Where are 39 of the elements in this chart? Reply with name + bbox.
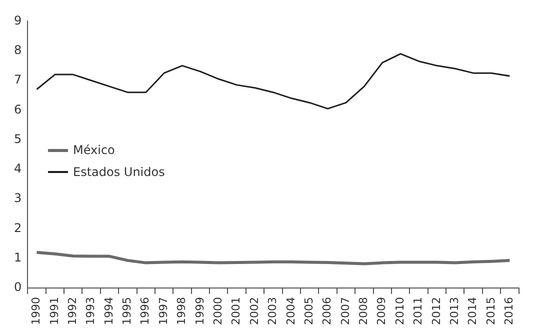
y-tick-label: 8 [14, 42, 22, 57]
x-tick-label: 1990 [30, 297, 43, 326]
x-tick-label: 2014 [466, 297, 480, 326]
y-tick-label: 1 [14, 250, 22, 264]
x-tick-label: 2003 [266, 297, 280, 326]
x-tick-label: 2002 [248, 297, 261, 326]
x-tick-label: 1992 [66, 297, 79, 326]
x-tick-label: 1993 [84, 297, 98, 326]
x-tick-label: 1996 [138, 297, 152, 326]
x-tick-label: 2004 [284, 297, 298, 326]
y-tick-label: 0 [14, 280, 22, 294]
x-tick-label: 2013 [448, 297, 461, 326]
x-tick-label: 1998 [175, 297, 188, 326]
x-tick-label: 2010 [393, 297, 406, 326]
x-tick-label: 2001 [230, 297, 243, 326]
x-tick-label: 2006 [320, 297, 334, 326]
y-tick-label: 9 [14, 13, 22, 28]
x-tick-label: 2012 [430, 297, 443, 326]
x-tick-label: 2009 [375, 297, 388, 326]
y-tick-label: 2 [14, 220, 22, 235]
x-tick-label: 2008 [357, 297, 370, 326]
x-tick-label: 1991 [48, 297, 61, 326]
x-tick-label: 1995 [120, 297, 134, 326]
x-tick-label: 2015 [484, 297, 498, 326]
x-tick-label: 2000 [211, 297, 224, 326]
y-tick-label: 5 [14, 132, 22, 146]
legend-label: México [73, 143, 115, 157]
legend-label: Estados Unidos [73, 165, 165, 179]
x-tick-label: 1994 [102, 297, 116, 326]
x-tick-label: 2007 [338, 297, 352, 326]
x-tick-label: 2016 [502, 297, 516, 326]
x-tick-label: 2011 [412, 297, 425, 326]
x-tick-label: 1997 [156, 297, 170, 326]
x-tick-label: 1999 [193, 297, 206, 326]
y-tick-label: 4 [14, 162, 22, 176]
y-tick-label: 3 [14, 191, 22, 206]
x-tick-label: 2005 [302, 297, 316, 326]
y-tick-label: 6 [14, 102, 22, 116]
y-tick-label: 7 [14, 72, 22, 87]
